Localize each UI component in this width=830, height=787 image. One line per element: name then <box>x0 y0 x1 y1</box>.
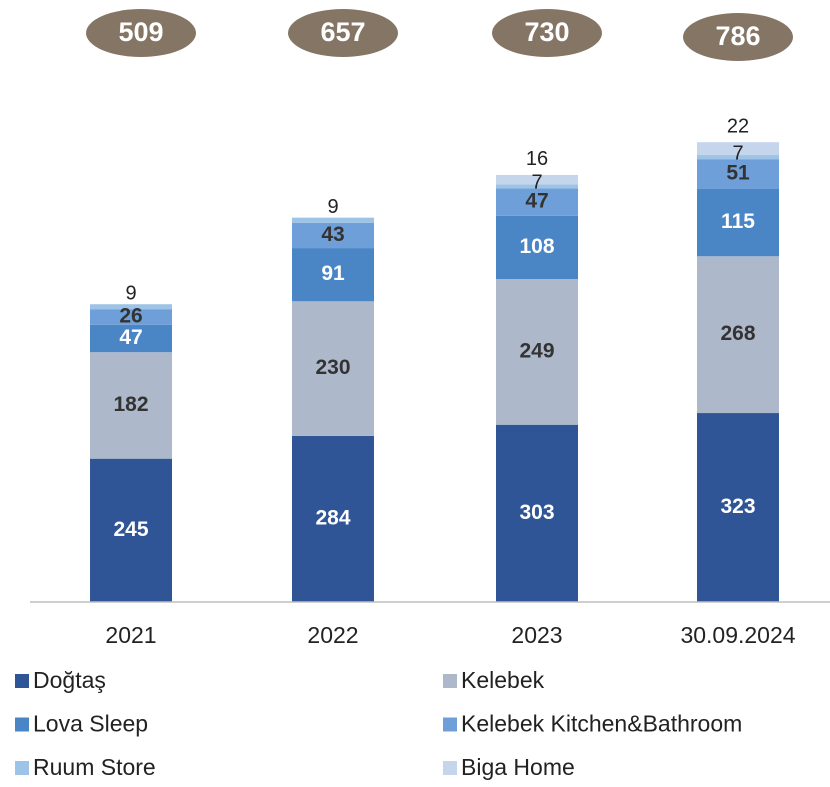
data-label: 51 <box>726 162 750 185</box>
total-badge <box>492 9 602 57</box>
bar-segment <box>496 188 578 216</box>
x-tick-label: 30.09.2024 <box>680 622 795 648</box>
bar-segment <box>90 309 172 325</box>
data-label: 47 <box>525 190 548 213</box>
bar-segment <box>292 301 374 436</box>
data-label: 91 <box>321 262 345 285</box>
data-label: 16 <box>526 148 548 170</box>
bar-segment <box>496 215 578 280</box>
legend-label: Lova Sleep <box>33 711 148 737</box>
bar-segment <box>292 435 374 602</box>
bar-segment <box>697 256 779 414</box>
data-label: 9 <box>327 196 338 218</box>
data-label: 268 <box>720 322 755 345</box>
x-tick-label: 2022 <box>307 622 358 648</box>
data-label: 47 <box>119 326 142 349</box>
x-tick-label: 2021 <box>105 622 156 648</box>
data-label: 249 <box>519 339 554 362</box>
data-label: 9 <box>125 283 136 305</box>
bar-segment <box>496 424 578 602</box>
bar-segment <box>292 217 374 223</box>
bar-segment <box>292 222 374 249</box>
data-label: 108 <box>519 235 554 258</box>
legend-label: Kelebek Kitchen&Bathroom <box>461 711 742 737</box>
total-label: 786 <box>715 21 760 51</box>
data-label: 284 <box>315 506 350 529</box>
bar-segment <box>496 184 578 189</box>
legend-label: Ruum Store <box>33 754 156 780</box>
legend-label: Kelebek <box>461 667 545 693</box>
bar-segment <box>292 248 374 302</box>
data-label: 26 <box>119 305 142 328</box>
legend-swatch <box>443 674 457 688</box>
total-label: 730 <box>524 17 569 47</box>
data-label: 230 <box>315 356 350 379</box>
total-label: 657 <box>320 17 365 47</box>
data-label: 7 <box>732 142 743 164</box>
data-label: 303 <box>519 501 554 524</box>
data-label: 7 <box>531 172 542 194</box>
legend-swatch <box>443 761 457 775</box>
total-badge <box>288 9 398 57</box>
data-label: 323 <box>720 495 755 518</box>
bar-segment <box>697 142 779 156</box>
bar-segment <box>496 279 578 425</box>
data-label: 115 <box>721 210 755 233</box>
legend-label: Biga Home <box>461 754 575 780</box>
data-label: 182 <box>113 393 148 416</box>
data-label: 22 <box>727 115 749 137</box>
bar-segment <box>697 159 779 189</box>
bar-segment <box>496 174 578 185</box>
bar-segment <box>697 188 779 257</box>
data-label: 43 <box>321 223 344 246</box>
legend-label: Doğtaş <box>33 667 106 693</box>
total-badge <box>86 9 196 57</box>
legend-swatch <box>15 717 29 732</box>
legend-swatch <box>15 761 29 775</box>
bar-segment <box>697 413 779 602</box>
bar-segment <box>90 324 172 353</box>
total-badge <box>683 13 793 61</box>
x-tick-label: 2023 <box>511 622 562 648</box>
bar-segment <box>697 155 779 160</box>
bar-segment <box>90 458 172 602</box>
total-label: 509 <box>118 17 163 47</box>
bar-segment <box>90 304 172 310</box>
data-label: 245 <box>113 518 148 541</box>
bar-segment <box>90 352 172 459</box>
legend-swatch <box>15 674 29 688</box>
legend-swatch <box>443 717 457 732</box>
